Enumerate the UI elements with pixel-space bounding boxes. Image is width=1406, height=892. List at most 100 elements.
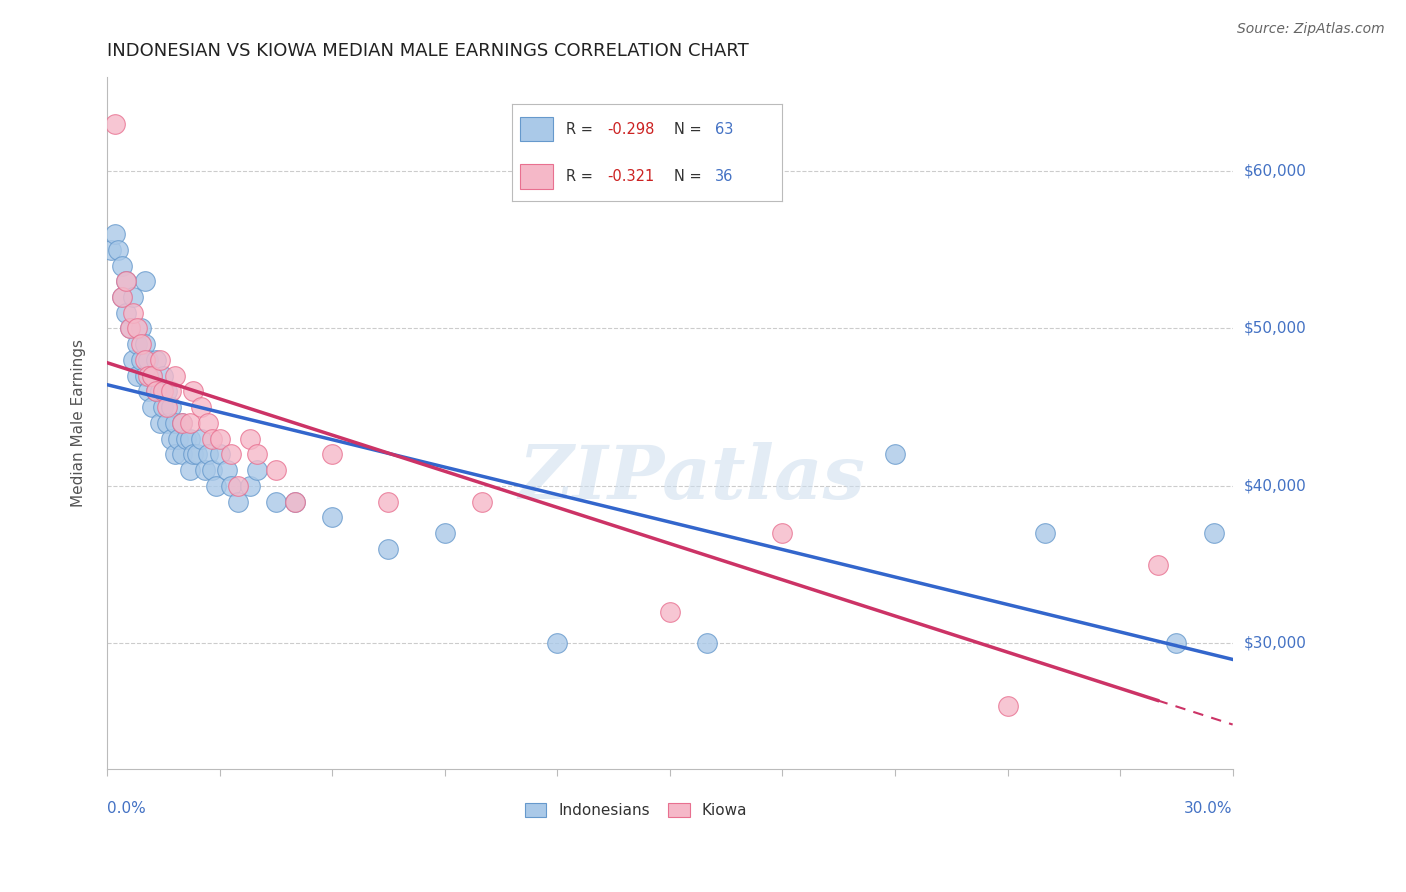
Point [127,337,149,351]
Legend: Indonesians, Kiowa: Indonesians, Kiowa [519,797,754,824]
Point [163,447,186,461]
Point [194,463,217,477]
Point [239,432,262,446]
Text: $60,000: $60,000 [1244,163,1306,178]
Point [205,479,228,493]
Point [160,401,183,415]
Point [111,259,134,273]
Point [186,447,208,461]
Point [321,510,343,524]
Point [138,384,160,399]
Text: $50,000: $50,000 [1244,321,1306,336]
Point [197,447,219,461]
Point [471,494,494,508]
Point [219,479,242,493]
Y-axis label: Median Male Earnings: Median Male Earnings [72,339,86,507]
Point [141,368,163,383]
Text: 0.0%: 0.0% [107,801,146,816]
Point [1166,636,1188,650]
Point [172,416,194,430]
Point [141,368,163,383]
Point [129,337,152,351]
Point [239,479,262,493]
Point [156,416,179,430]
Point [145,384,167,399]
Point [138,353,160,368]
Point [156,401,179,415]
Point [111,290,134,304]
Point [160,432,183,446]
Point [183,384,205,399]
Point [134,274,156,288]
Point [284,494,307,508]
Point [1146,558,1168,572]
Point [156,384,179,399]
Point [208,432,231,446]
Point [1202,526,1225,541]
Point [219,447,242,461]
Point [114,274,136,288]
Point [122,306,145,320]
Text: Source: ZipAtlas.com: Source: ZipAtlas.com [1237,22,1385,37]
Point [264,494,287,508]
Point [284,494,307,508]
Point [163,416,186,430]
Point [321,447,343,461]
Point [190,432,212,446]
Point [190,401,212,415]
Point [174,432,197,446]
Point [114,274,136,288]
Text: ZIPatlas: ZIPatlas [519,442,866,515]
Point [145,353,167,368]
Point [114,306,136,320]
Text: INDONESIAN VS KIOWA MEDIAN MALE EARNINGS CORRELATION CHART: INDONESIAN VS KIOWA MEDIAN MALE EARNINGS… [107,42,749,60]
Point [228,494,250,508]
Point [152,384,174,399]
Point [149,353,172,368]
Point [129,321,152,335]
Point [1033,526,1056,541]
Point [138,368,160,383]
Point [134,337,156,351]
Text: $40,000: $40,000 [1244,478,1306,493]
Point [997,699,1019,714]
Point [129,353,152,368]
Point [134,368,156,383]
Point [246,463,269,477]
Point [118,321,141,335]
Point [217,463,239,477]
Point [122,290,145,304]
Point [377,494,399,508]
Text: $30,000: $30,000 [1244,636,1306,651]
Point [696,636,718,650]
Point [228,479,250,493]
Point [179,432,201,446]
Point [118,321,141,335]
Point [160,384,183,399]
Point [197,416,219,430]
Text: 30.0%: 30.0% [1184,801,1233,816]
Point [264,463,287,477]
Point [103,227,125,241]
Point [152,368,174,383]
Point [107,243,129,257]
Point [103,117,125,131]
Point [127,368,149,383]
Point [172,447,194,461]
Point [246,447,269,461]
Point [183,447,205,461]
Point [141,401,163,415]
Point [179,416,201,430]
Point [377,541,399,556]
Point [127,321,149,335]
Point [167,432,190,446]
Point [134,353,156,368]
Point [172,416,194,430]
Point [201,463,224,477]
Point [111,290,134,304]
Point [145,384,167,399]
Point [149,416,172,430]
Point [658,605,681,619]
Point [163,368,186,383]
Point [152,401,174,415]
